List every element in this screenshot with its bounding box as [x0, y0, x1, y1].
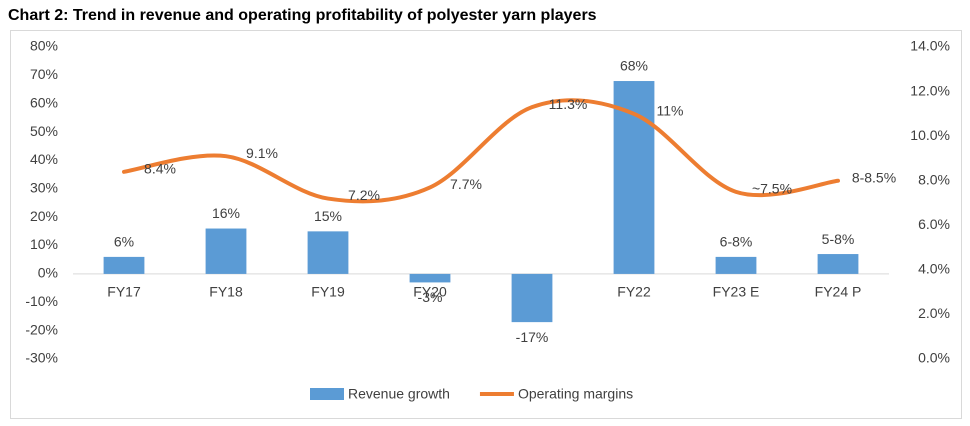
bar-value-label: 68%	[620, 58, 648, 74]
y-tick-label: 50%	[30, 123, 58, 139]
bar-value-label: 16%	[212, 205, 240, 221]
bar-value-label: 6%	[114, 234, 134, 250]
y-tick-label: -20%	[25, 321, 58, 337]
bar	[817, 254, 859, 274]
bar-value-label: -17%	[516, 329, 549, 345]
line	[122, 98, 840, 204]
bar-value-label: 5-8%	[822, 231, 855, 247]
line-value-label: 8-8.5%	[852, 169, 896, 185]
x-tick-label: FY22	[617, 284, 651, 300]
y2-tick-label: 0.0%	[918, 350, 950, 366]
line-value-label: 7.2%	[348, 187, 380, 203]
x-tick-label: FY20	[413, 284, 447, 300]
bar	[307, 231, 349, 274]
bar-value-label: 6-8%	[720, 234, 753, 250]
bar	[409, 273, 451, 283]
y2-tick-label: 10.0%	[910, 127, 950, 143]
y2-tick-label: 12.0%	[910, 82, 950, 98]
legend-label: Revenue growth	[348, 386, 450, 402]
y2-tick-label: 2.0%	[918, 305, 950, 321]
legend-swatch	[310, 388, 344, 400]
line-value-label: ~7.5%	[752, 181, 792, 197]
y-tick-label: 0%	[38, 265, 58, 281]
y-tick-label: 20%	[30, 208, 58, 224]
x-tick-label: FY17	[107, 284, 141, 300]
line-value-label: 8.4%	[144, 161, 176, 177]
bar	[205, 228, 247, 274]
x-tick-label: FY19	[311, 284, 345, 300]
y-tick-label: -10%	[25, 293, 58, 309]
x-tick-label: FY24 P	[815, 284, 862, 300]
line-value-label: 7.7%	[450, 176, 482, 192]
chart-border	[10, 30, 962, 419]
y-tick-label: 30%	[30, 180, 58, 196]
x-tick-label: FY23 E	[713, 284, 760, 300]
x-tick-label: FY18	[209, 284, 243, 300]
y2-tick-label: 6.0%	[918, 216, 950, 232]
line-value-label: 9.1%	[246, 145, 278, 161]
y2-tick-label: 14.0%	[910, 38, 950, 54]
y-tick-label: -30%	[25, 350, 58, 366]
bar	[103, 256, 145, 274]
bar	[511, 273, 553, 323]
y-tick-label: 80%	[30, 38, 58, 54]
y-tick-label: 10%	[30, 236, 58, 252]
y2-tick-label: 8.0%	[918, 171, 950, 187]
chart-title: Chart 2: Trend in revenue and operating …	[8, 7, 597, 24]
bar	[715, 256, 757, 274]
y2-tick-label: 4.0%	[918, 261, 950, 277]
y-tick-label: 60%	[30, 94, 58, 110]
legend-label: Operating margins	[518, 386, 633, 402]
y-tick-label: 40%	[30, 151, 58, 167]
y-tick-label: 70%	[30, 66, 58, 82]
bar-value-label: 15%	[314, 208, 342, 224]
bar-value-label: -3%	[418, 289, 443, 305]
line-value-label: 11%	[657, 103, 684, 119]
line-value-label: 11.3%	[549, 96, 588, 112]
